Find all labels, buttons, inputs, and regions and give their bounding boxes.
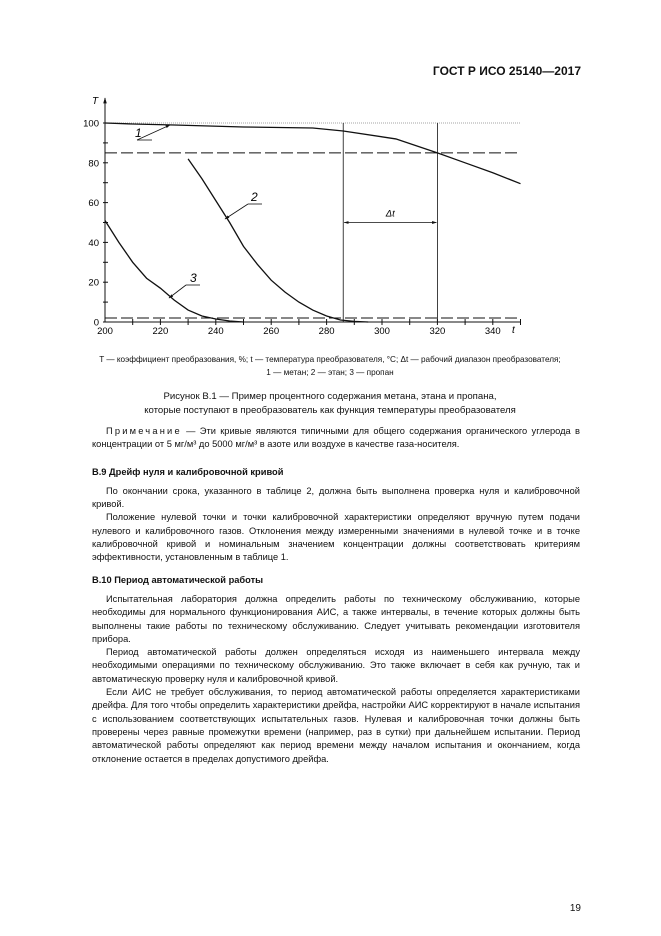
- paragraph: По окончании срока, указанного в таблице…: [92, 485, 580, 510]
- paragraph: Период автоматической работы должен опре…: [92, 647, 580, 684]
- series-label-1: 1: [135, 126, 142, 140]
- leader-arrow: [224, 203, 249, 220]
- y-tick-label: 40: [88, 238, 99, 249]
- section-heading: В.9 Дрейф нуля и калибровочной кривой: [92, 466, 284, 477]
- note-label: Примечание: [106, 426, 182, 436]
- legend-line-1: T — коэффициент преобразования, %; t — т…: [99, 355, 561, 364]
- figure-chart: Tt 0 20 40 60 80 100 200 220 240 260 280 300 320 340 Δt…: [83, 96, 521, 337]
- paragraph: Положение нулевой точки и точки калибров…: [92, 512, 580, 563]
- x-tick-label: 260: [263, 326, 279, 337]
- note: Примечание — Эти кривые являются типичны…: [92, 425, 580, 452]
- series-line-2: [187, 158, 369, 323]
- section-heading: В.10 Период автоматической работы: [92, 574, 264, 585]
- leader-arrow: [168, 284, 187, 299]
- x-tick-label: 300: [374, 326, 390, 337]
- figure-title-1: Рисунок В.1 — Пример процентного содержа…: [163, 391, 497, 402]
- x-tick-label: 220: [152, 326, 168, 337]
- x-tick-label: 340: [485, 326, 501, 337]
- x-tick-label: 320: [429, 326, 445, 337]
- x-tick-label: 200: [97, 326, 113, 337]
- y-tick-label: 0: [94, 318, 99, 329]
- y-axis-label: T: [92, 96, 99, 107]
- y-tick-label: 80: [88, 158, 99, 169]
- series-label-2: 2: [250, 190, 258, 204]
- y-tick-label: 20: [88, 278, 99, 289]
- x-tick-label: 240: [208, 326, 224, 337]
- paragraph: Если АИС не требует обслуживания, то пер…: [92, 687, 580, 764]
- legend-line-2: 1 — метан; 2 — этан; 3 — пропан: [266, 368, 394, 377]
- x-axis-label: t: [512, 325, 516, 336]
- y-tick-label: 60: [88, 198, 99, 209]
- series-line-1: [104, 122, 521, 185]
- delta-t-label: Δt: [385, 209, 395, 220]
- note-text: — Эти кривые являются типичными для обще…: [92, 426, 580, 450]
- figure-title-2: которые поступают в преобразователь как …: [144, 405, 516, 416]
- paragraph: Испытательная лаборатория должна определ…: [92, 593, 580, 644]
- page-number: 19: [569, 903, 581, 914]
- series-line-3: [104, 220, 244, 323]
- series-label-3: 3: [190, 271, 197, 285]
- leader-arrow: [136, 124, 171, 141]
- document-id: ГОСТ Р ИСО 25140—2017: [432, 64, 581, 78]
- x-tick-label: 280: [319, 326, 335, 337]
- y-tick-label: 100: [83, 119, 99, 130]
